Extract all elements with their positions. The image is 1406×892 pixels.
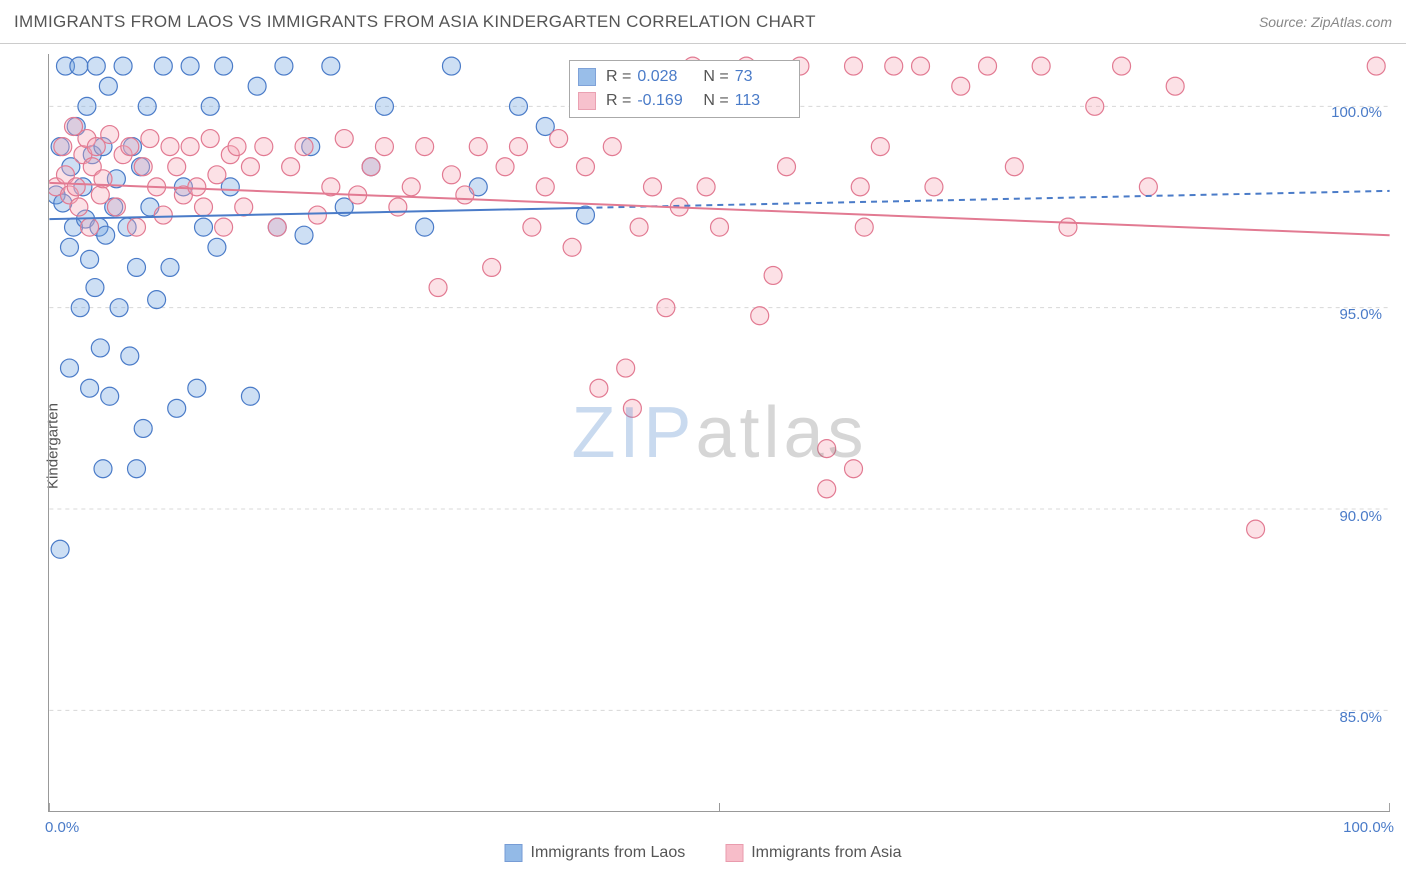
source-attribution: Source: ZipAtlas.com [1259, 14, 1392, 30]
stat-r-value: 0.028 [637, 65, 693, 89]
title-bar: IMMIGRANTS FROM LAOS VS IMMIGRANTS FROM … [0, 0, 1406, 44]
x-tick-100: 100.0% [1343, 819, 1394, 836]
y-tick-label: 85.0% [1339, 709, 1382, 726]
stat-n-value: 113 [735, 89, 791, 113]
y-tick-label: 90.0% [1339, 508, 1382, 525]
legend-label: Immigrants from Asia [751, 844, 901, 862]
correlation-stats-box: R = 0.028 N = 73 R = -0.169 N = 113 [569, 60, 800, 118]
stat-r-value: -0.169 [637, 89, 693, 113]
chart-svg [49, 54, 1390, 811]
legend-swatch [505, 844, 523, 862]
stat-r-label: R = [606, 65, 631, 89]
y-tick-label: 100.0% [1331, 104, 1382, 121]
stat-r-label: R = [606, 89, 631, 113]
chart-title: IMMIGRANTS FROM LAOS VS IMMIGRANTS FROM … [14, 12, 816, 32]
stat-n-label: N = [703, 65, 728, 89]
stats-row: R = -0.169 N = 113 [578, 89, 791, 113]
stat-n-value: 73 [735, 65, 791, 89]
legend-item: Immigrants from Laos [505, 844, 686, 862]
x-tick-0: 0.0% [45, 819, 79, 836]
legend-label: Immigrants from Laos [531, 844, 686, 862]
stat-n-label: N = [703, 89, 728, 113]
stats-row: R = 0.028 N = 73 [578, 65, 791, 89]
legend-item: Immigrants from Asia [725, 844, 901, 862]
y-tick-label: 95.0% [1339, 306, 1382, 323]
legend: Immigrants from Laos Immigrants from Asi… [505, 844, 902, 862]
series-swatch [578, 92, 596, 110]
series-swatch [578, 68, 596, 86]
legend-swatch [725, 844, 743, 862]
plot-area: ZIPatlas R = 0.028 N = 73 R = -0.169 N =… [48, 54, 1390, 812]
